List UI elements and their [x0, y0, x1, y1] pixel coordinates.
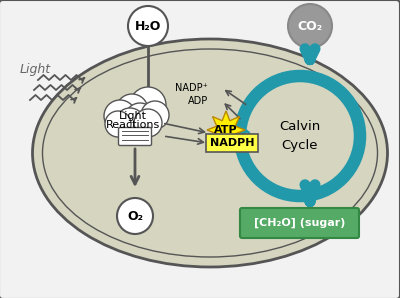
Text: ADP: ADP	[188, 96, 208, 106]
Circle shape	[104, 100, 136, 132]
Text: ATP: ATP	[214, 125, 238, 135]
Circle shape	[245, 81, 355, 191]
Circle shape	[141, 101, 169, 129]
Circle shape	[115, 108, 145, 138]
Circle shape	[116, 94, 148, 126]
Text: Light: Light	[119, 111, 147, 121]
Text: Calvin
Cycle: Calvin Cycle	[279, 120, 321, 151]
Text: NADPH: NADPH	[210, 138, 254, 148]
FancyBboxPatch shape	[240, 208, 359, 238]
Text: NADP⁺: NADP⁺	[175, 83, 208, 93]
FancyBboxPatch shape	[118, 128, 152, 145]
Circle shape	[130, 87, 166, 123]
Text: Light: Light	[20, 63, 51, 77]
Ellipse shape	[32, 39, 388, 267]
Text: H₂O: H₂O	[135, 19, 161, 32]
Text: [CH₂O] (sugar): [CH₂O] (sugar)	[254, 218, 346, 228]
Circle shape	[105, 111, 131, 137]
Text: O₂: O₂	[127, 209, 143, 223]
Circle shape	[117, 198, 153, 234]
FancyBboxPatch shape	[206, 134, 258, 152]
Circle shape	[134, 109, 162, 137]
Circle shape	[288, 4, 332, 48]
Text: CO₂: CO₂	[298, 19, 322, 32]
Circle shape	[125, 103, 155, 133]
Circle shape	[128, 6, 168, 46]
Text: Reactions: Reactions	[106, 120, 160, 130]
Polygon shape	[207, 111, 245, 149]
